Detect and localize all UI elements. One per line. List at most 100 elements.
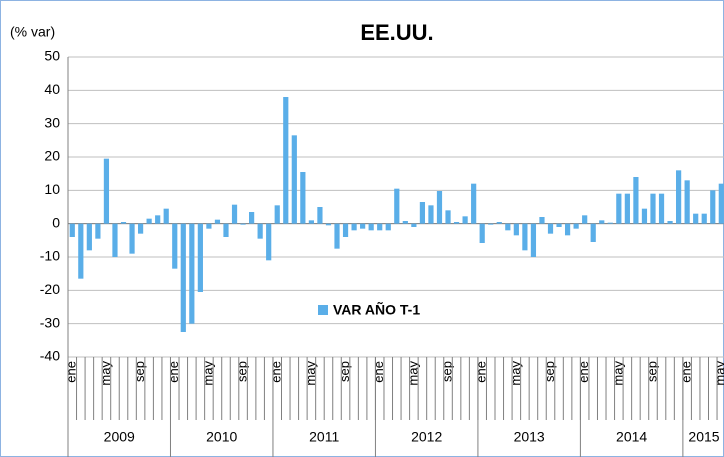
bar — [360, 223, 366, 229]
bar — [274, 205, 280, 224]
bar — [590, 223, 596, 242]
bar — [385, 223, 391, 231]
x-tick-label: sep — [337, 361, 352, 382]
bar — [163, 208, 169, 224]
x-tick-label: may — [610, 361, 625, 386]
bar — [317, 207, 323, 224]
bar — [172, 223, 178, 269]
y-tick-label: 50 — [44, 48, 60, 64]
bar — [462, 216, 468, 224]
bar — [411, 223, 417, 227]
bar — [249, 212, 255, 224]
bar — [419, 202, 426, 224]
x-tick-label: sep — [644, 361, 659, 382]
bar — [300, 172, 306, 224]
x-tick-label: ene — [64, 361, 79, 383]
legend-swatch — [318, 305, 328, 315]
bar — [189, 223, 195, 324]
y-tick-label: -30 — [40, 314, 60, 330]
bar — [155, 215, 161, 224]
bar — [342, 223, 349, 237]
year-label: 2010 — [206, 429, 237, 445]
x-tick-label: may — [98, 361, 113, 386]
y-axis-label: (% var) — [10, 24, 55, 40]
bar — [556, 223, 562, 227]
bar — [564, 223, 571, 236]
year-label: 2014 — [616, 429, 647, 445]
bar — [112, 223, 118, 257]
x-tick-label: may — [405, 361, 420, 386]
bar — [496, 222, 502, 224]
year-label: 2011 — [309, 429, 339, 445]
y-tick-label: 20 — [44, 148, 60, 164]
bar — [377, 223, 383, 231]
bar — [539, 217, 545, 224]
y-tick-label: -40 — [40, 348, 60, 364]
bar — [445, 210, 451, 224]
y-tick-label: 10 — [44, 181, 60, 197]
bar — [684, 180, 690, 224]
bar — [607, 222, 613, 224]
bar — [718, 183, 724, 224]
x-tick-label: may — [200, 361, 215, 386]
bar — [257, 223, 263, 239]
x-tick-label: sep — [132, 361, 147, 382]
y-tick-label: 0 — [52, 214, 60, 230]
year-label: 2015 — [688, 429, 719, 445]
bar — [394, 188, 400, 224]
year-label: 2009 — [104, 429, 135, 445]
y-tick-label: -10 — [40, 248, 60, 264]
bar — [283, 97, 289, 224]
x-tick-label: ene — [269, 361, 284, 383]
y-tick-label: -20 — [40, 281, 60, 297]
bar — [266, 223, 272, 261]
x-tick-label: may — [303, 361, 318, 386]
bar — [351, 223, 357, 231]
bar — [402, 221, 408, 224]
legend-label: VAR AÑO T-1 — [333, 301, 420, 318]
bar — [658, 193, 665, 224]
x-tick-label: sep — [235, 361, 250, 382]
y-tick-label: 40 — [44, 81, 60, 97]
y-tick-label: 30 — [44, 114, 60, 130]
bar — [69, 223, 75, 237]
bar — [513, 223, 519, 236]
bar — [582, 215, 588, 224]
x-tick-label: ene — [166, 361, 181, 383]
bar — [701, 213, 707, 224]
x-tick-label: sep — [542, 361, 557, 382]
bar — [505, 223, 511, 231]
x-tick-label: may — [508, 361, 523, 386]
bar — [436, 191, 443, 224]
bar — [95, 223, 101, 239]
bar — [650, 193, 656, 224]
bar — [103, 158, 110, 224]
x-tick-label: may — [713, 361, 724, 386]
bar — [240, 223, 246, 225]
bar — [530, 223, 537, 257]
x-tick-label: sep — [439, 361, 454, 382]
bar — [676, 170, 682, 224]
bar — [86, 223, 92, 251]
bar — [137, 223, 144, 234]
bar — [641, 208, 648, 224]
x-tick-label: ene — [576, 361, 591, 383]
bar — [710, 190, 716, 224]
x-tick-label: ene — [371, 361, 386, 383]
year-label: 2013 — [514, 429, 545, 445]
bar — [633, 177, 639, 224]
bar — [573, 223, 579, 229]
bar — [308, 220, 314, 224]
bar — [129, 223, 135, 254]
bar — [146, 218, 152, 224]
bar — [120, 222, 127, 224]
bar — [453, 222, 460, 224]
bar — [693, 213, 699, 224]
year-label: 2012 — [411, 429, 442, 445]
bar — [547, 223, 554, 234]
bar — [197, 223, 203, 292]
bar — [231, 204, 238, 224]
bar — [78, 223, 84, 279]
bar — [291, 135, 297, 224]
